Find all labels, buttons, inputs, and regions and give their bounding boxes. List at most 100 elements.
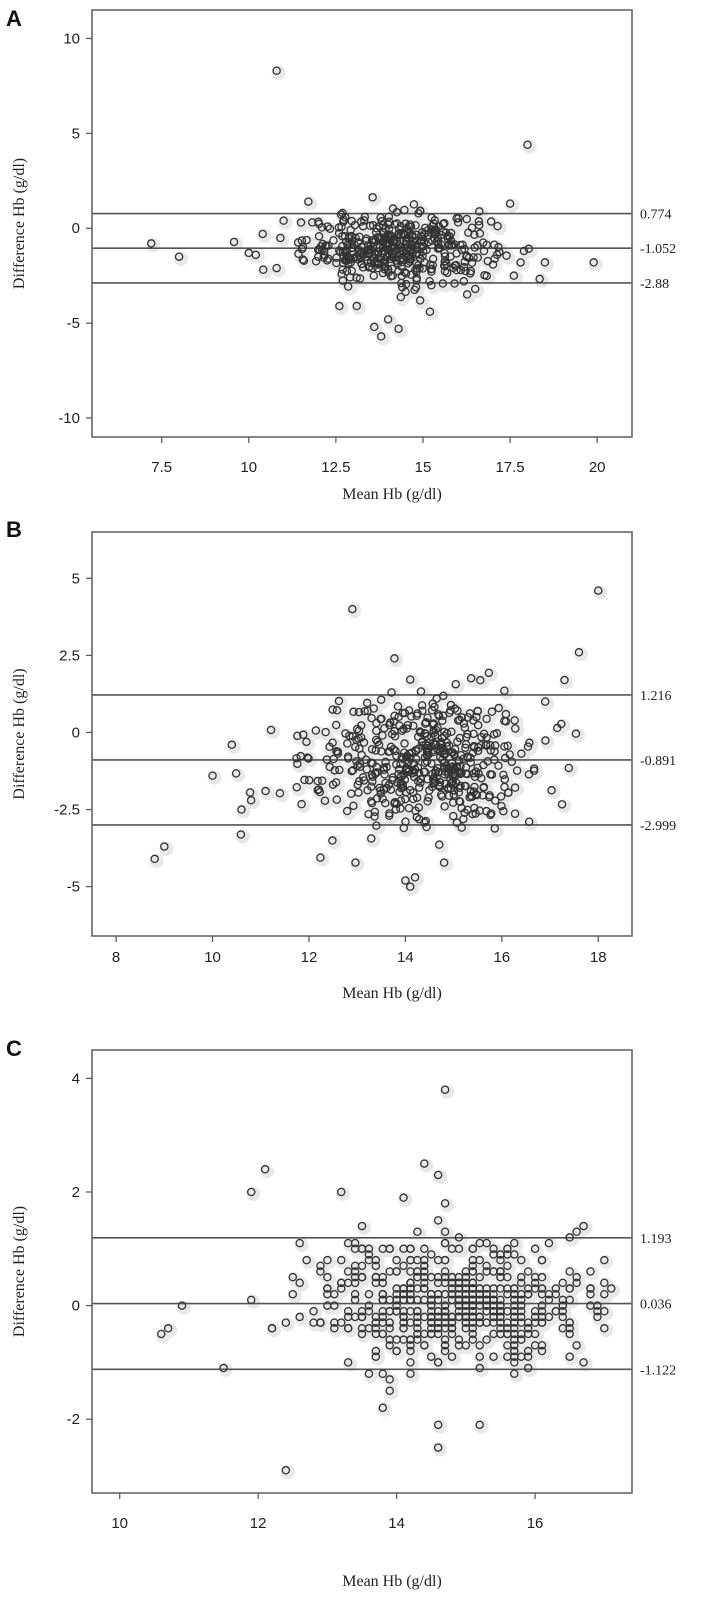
data-point xyxy=(510,1369,519,1378)
point-shadow xyxy=(439,857,454,872)
data-point xyxy=(348,732,358,741)
data-point xyxy=(399,1312,408,1322)
data-point xyxy=(343,754,353,763)
data-point xyxy=(511,724,520,733)
data-point xyxy=(420,1244,429,1254)
panel-b-y-tick-label: -2.5 xyxy=(54,802,80,819)
data-point xyxy=(378,1369,388,1378)
data-point xyxy=(454,1335,464,1344)
data-point xyxy=(489,1301,498,1310)
data-point xyxy=(156,1329,166,1339)
point-shadow xyxy=(419,1283,434,1298)
data-point xyxy=(454,1312,464,1322)
point-shadow xyxy=(499,685,514,700)
data-point xyxy=(323,222,332,231)
point-shadow xyxy=(149,853,164,868)
data-point xyxy=(400,205,409,215)
data-point xyxy=(579,1358,588,1367)
data-point xyxy=(388,775,397,785)
data-point xyxy=(293,759,302,769)
data-point xyxy=(468,1329,478,1339)
data-point xyxy=(384,220,393,229)
data-point xyxy=(402,765,411,774)
data-point xyxy=(470,284,480,294)
point-shadow xyxy=(371,820,386,835)
data-point xyxy=(440,1335,450,1344)
point-shadow xyxy=(275,232,290,247)
data-point xyxy=(523,140,532,149)
point-shadow xyxy=(347,604,362,619)
panel-c-x-tick-label: 16 xyxy=(527,1515,544,1532)
data-point xyxy=(456,240,465,250)
data-point xyxy=(454,1341,464,1350)
data-point xyxy=(589,258,598,267)
point-shadow xyxy=(571,1277,586,1292)
data-point xyxy=(426,1318,436,1327)
data-point xyxy=(436,240,446,249)
data-point xyxy=(407,232,417,242)
data-point xyxy=(331,720,341,730)
panel-a-reference-label-0: 0.774 xyxy=(640,208,672,223)
data-point xyxy=(363,785,372,795)
data-point xyxy=(352,301,362,311)
data-point xyxy=(401,817,410,826)
data-point xyxy=(446,779,456,788)
data-point xyxy=(350,1312,360,1322)
data-point xyxy=(496,1307,505,1316)
panel-c-shadow-layer xyxy=(156,1084,621,1480)
data-point xyxy=(447,1278,457,1288)
data-point xyxy=(406,1244,415,1254)
data-point xyxy=(558,1301,568,1310)
data-point xyxy=(477,732,486,742)
data-point xyxy=(407,748,416,758)
data-point xyxy=(461,1272,471,1282)
data-point xyxy=(364,1307,374,1316)
data-point xyxy=(523,1284,533,1293)
data-point xyxy=(246,1295,256,1305)
data-point xyxy=(535,274,544,284)
point-shadow xyxy=(488,1249,503,1264)
data-point xyxy=(447,1324,457,1333)
panel-b-y-tick-label: 5 xyxy=(72,570,80,587)
data-point xyxy=(551,1307,561,1316)
panel-b-x-tick-label: 14 xyxy=(397,949,414,966)
data-point xyxy=(437,792,447,801)
data-point xyxy=(330,1301,339,1310)
point-shadow xyxy=(446,726,461,741)
point-shadow xyxy=(550,1289,565,1304)
data-point xyxy=(510,1284,519,1293)
data-point xyxy=(398,247,407,256)
data-point xyxy=(490,755,499,765)
point-shadow xyxy=(415,686,430,701)
data-point xyxy=(384,212,394,221)
data-point xyxy=(328,705,337,714)
data-point xyxy=(424,793,433,802)
panel-c-letter: C xyxy=(6,1036,22,1061)
data-point xyxy=(385,1267,394,1276)
point-shadow xyxy=(540,696,555,711)
data-point xyxy=(468,1318,478,1327)
point-shadow xyxy=(331,794,346,809)
data-point xyxy=(379,242,388,252)
point-shadow xyxy=(250,249,265,264)
point-shadow xyxy=(473,216,488,231)
data-point xyxy=(499,806,508,816)
point-shadow xyxy=(422,712,437,727)
data-point xyxy=(462,214,471,224)
data-point xyxy=(537,1301,547,1310)
point-shadow xyxy=(331,705,346,720)
data-point xyxy=(442,268,452,278)
point-shadow xyxy=(534,273,549,288)
data-point xyxy=(410,285,419,295)
point-shadow xyxy=(440,1084,455,1099)
data-point xyxy=(371,1352,381,1361)
data-point xyxy=(394,241,403,250)
data-point xyxy=(338,208,347,218)
data-point xyxy=(593,1307,602,1316)
data-point xyxy=(451,679,460,689)
data-point xyxy=(325,224,335,233)
data-point xyxy=(586,1284,595,1293)
data-point xyxy=(399,1284,408,1293)
panel-a-y-tick-label: 0 xyxy=(72,220,80,237)
data-point xyxy=(246,796,256,805)
